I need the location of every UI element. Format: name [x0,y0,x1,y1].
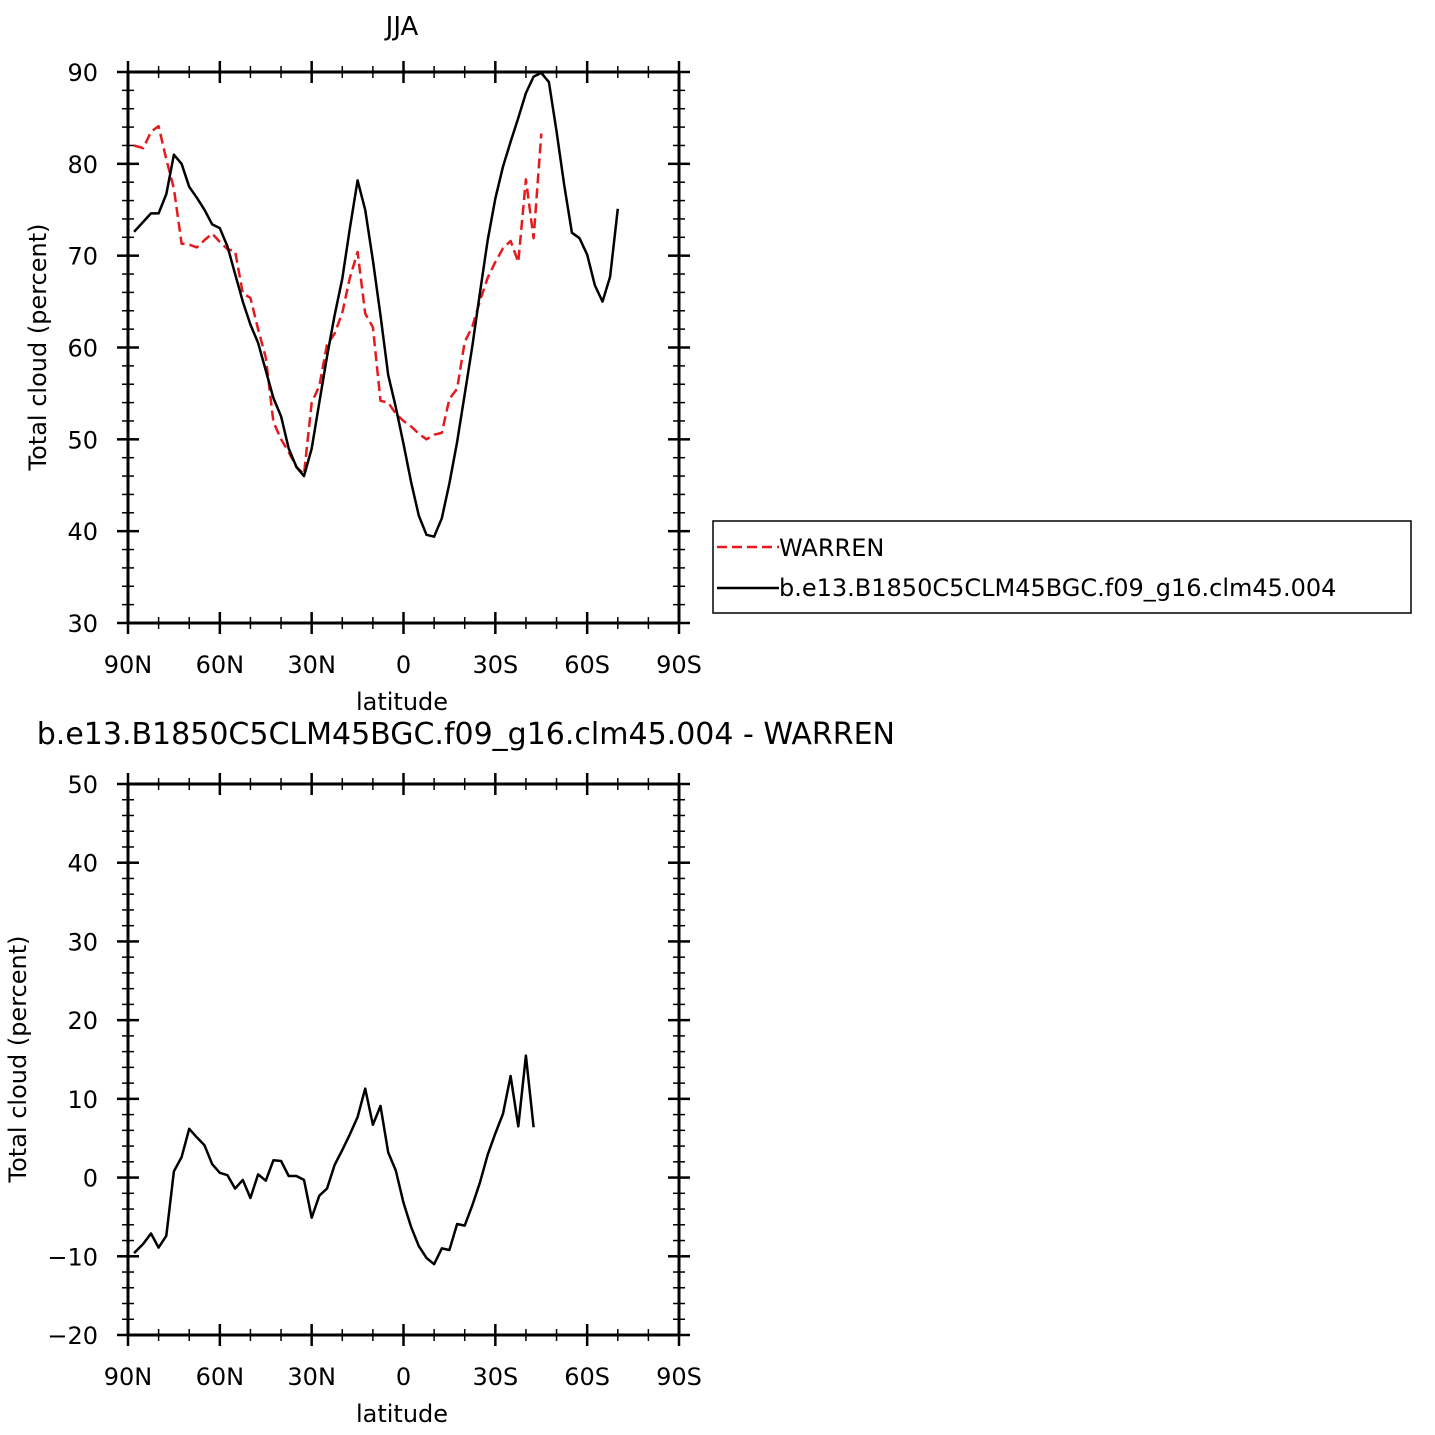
x-tick-label: 90S [656,651,702,679]
legend-label-warren: WARREN [779,534,884,562]
bottom-y-axis-label: Total cloud (percent) [4,936,32,1184]
y-tick-label: 10 [67,1086,98,1114]
x-tick-label: 0 [396,651,411,679]
top-chart-title: JJA [384,12,419,42]
bottom-series-group [133,1054,535,1266]
x-tick-label: 0 [396,1363,411,1391]
x-tick-label: 60N [196,1363,245,1391]
bottom-chart-title: b.e13.B1850C5CLM45BGC.f09_g16.clm45.004 … [37,717,895,752]
series-line-warren [133,124,543,476]
y-tick-label: 40 [67,850,98,878]
y-tick-label: 50 [67,771,98,799]
top-x-axis-label: latitude [356,688,448,716]
y-tick-label: 80 [67,151,98,179]
bottom-x-axis-label: latitude [356,1400,448,1428]
y-tick-label: 30 [67,928,98,956]
x-tick-label: 60S [564,1363,610,1391]
x-tick-label: 90N [104,1363,153,1391]
x-tick-label: 30N [287,1363,336,1391]
top-panel: JJA 90N 60N 30N 0 30S 60S 90S 30 40 50 60 70 80 90 la… [24,12,702,716]
top-y-axis-label: Total cloud (percent) [24,224,52,472]
top-series-group [133,71,620,538]
series-line-model [133,71,620,538]
y-tick-label: 50 [67,426,98,454]
x-tick-label: 30S [472,651,518,679]
series-line-difference [133,1054,535,1266]
x-tick-label: 90N [104,651,153,679]
legend: WARREN b.e13.B1850C5CLM45BGC.f09_g16.clm… [712,520,1412,614]
x-tick-label: 90S [656,1363,702,1391]
y-tick-label: 20 [67,1007,98,1035]
y-tick-label: 40 [67,518,98,546]
legend-label-model: b.e13.B1850C5CLM45BGC.f09_g16.clm45.004 [779,574,1336,602]
bottom-axis-ticks: 90N 60N 30N 0 30S 60S 90S −20 −10 0 10 20 30 40 50 [47,771,702,1391]
legend-box [712,520,1412,614]
y-tick-label: 90 [67,59,98,87]
x-tick-label: 30N [287,651,336,679]
y-tick-label: 30 [67,610,98,638]
y-tick-label: −10 [47,1243,98,1271]
top-axis-ticks: 90N 60N 30N 0 30S 60S 90S 30 40 50 60 70 80 90 [67,59,701,679]
y-tick-label: 60 [67,335,98,363]
y-tick-label: −20 [47,1322,98,1350]
top-plot-frame [126,70,681,625]
x-tick-label: 30S [472,1363,518,1391]
y-tick-label: 0 [83,1165,98,1193]
x-tick-label: 60N [196,651,245,679]
bottom-plot-frame [126,782,681,1337]
x-tick-label: 60S [564,651,610,679]
bottom-panel: b.e13.B1850C5CLM45BGC.f09_g16.clm45.004 … [4,717,895,1428]
y-tick-label: 70 [67,243,98,271]
